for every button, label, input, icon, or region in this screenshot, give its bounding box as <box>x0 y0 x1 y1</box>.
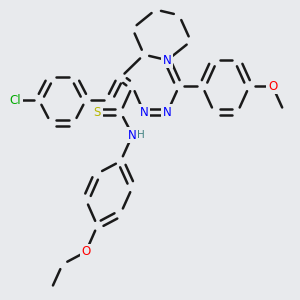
Text: H: H <box>137 130 145 140</box>
Text: O: O <box>268 80 277 93</box>
Text: N: N <box>140 106 148 119</box>
Text: N: N <box>128 129 137 142</box>
Text: S: S <box>94 106 101 119</box>
Text: N: N <box>163 106 172 119</box>
Text: N: N <box>163 54 172 67</box>
Text: O: O <box>81 245 91 258</box>
Text: Cl: Cl <box>10 94 21 106</box>
